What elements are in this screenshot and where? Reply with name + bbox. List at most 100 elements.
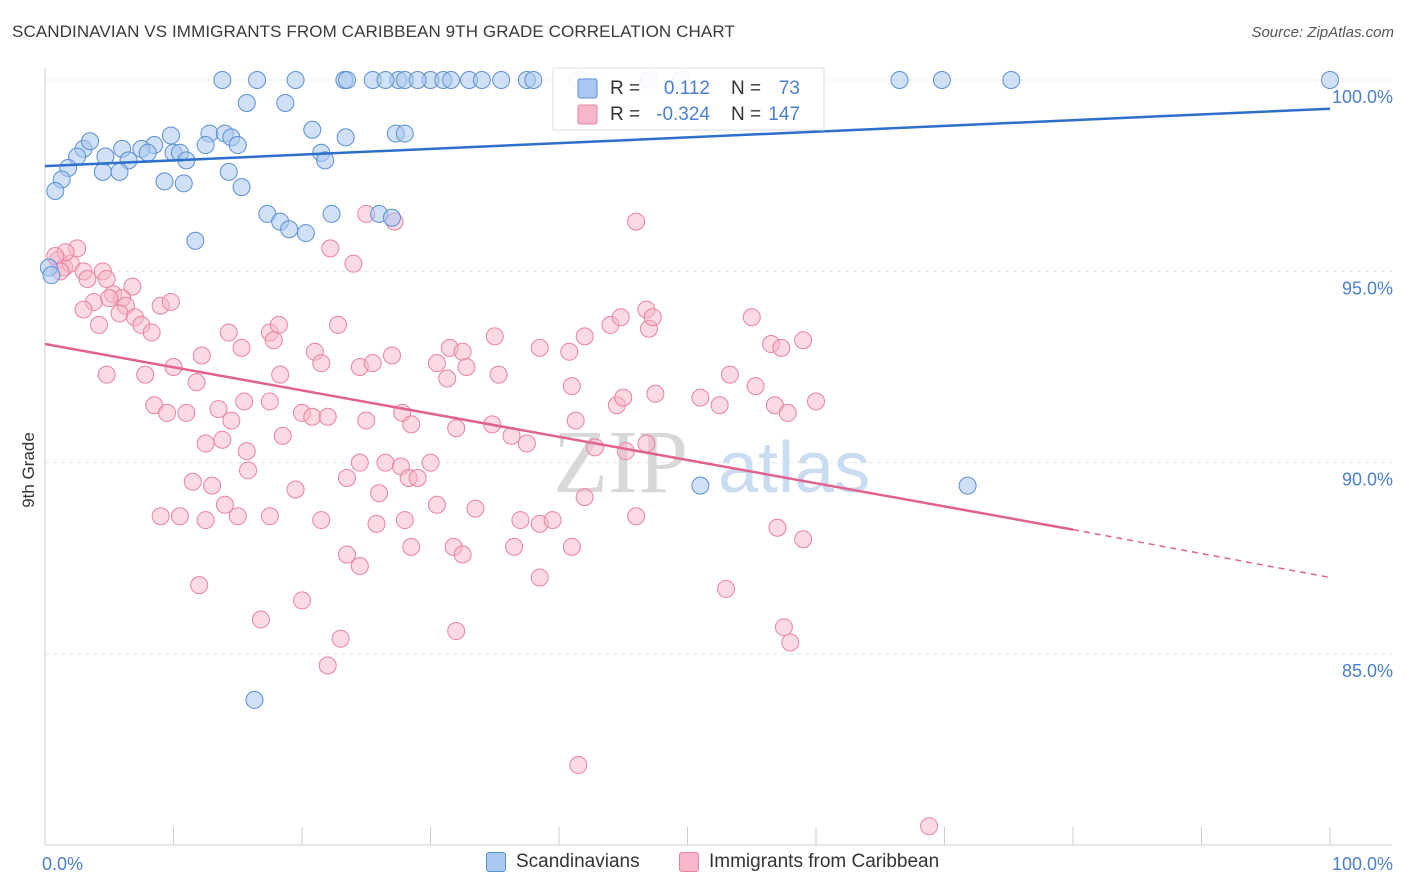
point-caribbean-116: [575, 488, 594, 507]
point-caribbean-92: [196, 434, 215, 453]
point-caribbean-58: [363, 354, 382, 373]
point-caribbean-150: [344, 254, 363, 273]
point-caribbean-15: [100, 289, 119, 308]
trend-lines: [44, 107, 1331, 579]
y-tick-label-2: 95.0%: [1342, 278, 1393, 298]
point-caribbean-107: [286, 480, 305, 499]
point-caribbean-126: [453, 545, 472, 564]
point-caribbean-80: [303, 407, 322, 426]
point-caribbean-27: [269, 315, 288, 334]
point-scandinavians-32: [138, 143, 157, 162]
legend-item-scandinavians: Scandinavians: [486, 851, 640, 873]
point-caribbean-140: [717, 579, 736, 598]
point-caribbean-68: [746, 377, 765, 396]
point-caribbean-123: [367, 514, 386, 533]
point-scandinavians-4: [337, 71, 356, 89]
point-caribbean-98: [376, 453, 395, 472]
point-caribbean-144: [569, 755, 588, 774]
point-caribbean-119: [196, 511, 215, 530]
point-caribbean-41: [485, 327, 504, 346]
point-caribbean-122: [312, 511, 331, 530]
point-caribbean-89: [566, 411, 585, 430]
point-scandinavians-66: [42, 266, 61, 285]
point-caribbean-88: [517, 434, 536, 453]
point-caribbean-67: [720, 365, 739, 384]
point-caribbean-97: [350, 453, 369, 472]
point-caribbean-108: [337, 468, 356, 487]
point-caribbean-40: [457, 358, 476, 376]
point-caribbean-25: [219, 323, 238, 342]
point-caribbean-95: [273, 426, 292, 445]
point-caribbean-28: [328, 315, 347, 334]
point-scandinavians-22: [237, 93, 256, 112]
point-scandinavians-19: [932, 71, 951, 89]
point-caribbean-101: [408, 468, 427, 487]
point-caribbean-102: [421, 453, 440, 472]
point-caribbean-109: [370, 484, 389, 503]
y-tick-label-1: 90.0%: [1342, 470, 1393, 490]
point-caribbean-10: [97, 269, 116, 288]
trend-line-scandinavians: [44, 107, 1331, 168]
point-caribbean-110: [427, 495, 446, 514]
legend-top-n-value-1: 147: [768, 104, 800, 125]
legend-top-n-label-1: N =: [731, 104, 761, 125]
point-scandinavians-63: [382, 208, 401, 227]
grid-lines: [45, 79, 1392, 655]
point-caribbean-149: [321, 239, 340, 258]
point-scandinavians-69: [245, 690, 264, 709]
legend-top-r-value-1: -0.324: [656, 104, 710, 125]
point-caribbean-118: [170, 507, 189, 526]
point-scandinavians-64: [186, 231, 205, 250]
point-scandinavians-35: [228, 136, 247, 155]
trend-line-caribbean: [44, 342, 1074, 531]
point-scandinavians-45: [316, 151, 335, 170]
point-scandinavians-53: [174, 174, 193, 193]
series-scandinavians-points: [39, 71, 1339, 709]
y-tick-label-3: 100.0%: [1332, 87, 1393, 107]
legend-top-swatch-0: [577, 78, 598, 99]
chart-title: SCANDINAVIAN VS IMMIGRANTS FROM CARIBBEA…: [12, 22, 735, 41]
point-caribbean-21: [161, 292, 180, 311]
point-scandinavians-54: [219, 162, 238, 181]
point-caribbean-44: [575, 327, 594, 346]
point-scandinavians-59: [280, 220, 299, 239]
point-scandinavians-60: [296, 224, 315, 243]
point-caribbean-117: [151, 507, 170, 526]
point-caribbean-66: [710, 396, 729, 415]
point-caribbean-142: [781, 633, 800, 652]
point-scandinavians-0: [213, 71, 232, 89]
point-caribbean-82: [357, 411, 376, 430]
point-scandinavians-23: [276, 93, 295, 112]
legend-top-r-label-1: R =: [610, 104, 640, 125]
point-caribbean-112: [511, 511, 530, 530]
point-caribbean-11: [123, 277, 142, 296]
point-caribbean-84: [402, 415, 421, 434]
point-caribbean-139: [447, 622, 466, 641]
point-scandinavians-24: [303, 120, 322, 139]
point-caribbean-56: [187, 373, 206, 392]
point-caribbean-124: [395, 511, 414, 530]
point-caribbean-77: [235, 392, 254, 411]
point-caribbean-115: [627, 507, 646, 526]
legend-swatch-blue: [486, 852, 506, 872]
point-caribbean-42: [530, 338, 549, 357]
point-caribbean-55: [136, 365, 155, 384]
point-caribbean-64: [646, 384, 665, 403]
point-caribbean-76: [222, 411, 241, 430]
point-caribbean-137: [251, 610, 270, 629]
point-caribbean-46: [611, 308, 630, 327]
point-caribbean-60: [489, 365, 508, 384]
point-scandinavians-55: [232, 178, 251, 197]
point-scandinavians-10: [442, 71, 461, 89]
point-caribbean-65: [691, 388, 710, 407]
point-caribbean-36: [382, 346, 401, 365]
point-caribbean-94: [237, 442, 256, 461]
x-tick-label-0: 0.0%: [42, 854, 83, 874]
y-axis-label: 9th Grade: [19, 432, 38, 508]
point-caribbean-111: [466, 499, 485, 518]
point-scandinavians-20: [1002, 71, 1021, 89]
point-caribbean-54: [97, 365, 116, 384]
point-scandinavians-56: [46, 181, 65, 200]
point-caribbean-133: [402, 537, 421, 556]
